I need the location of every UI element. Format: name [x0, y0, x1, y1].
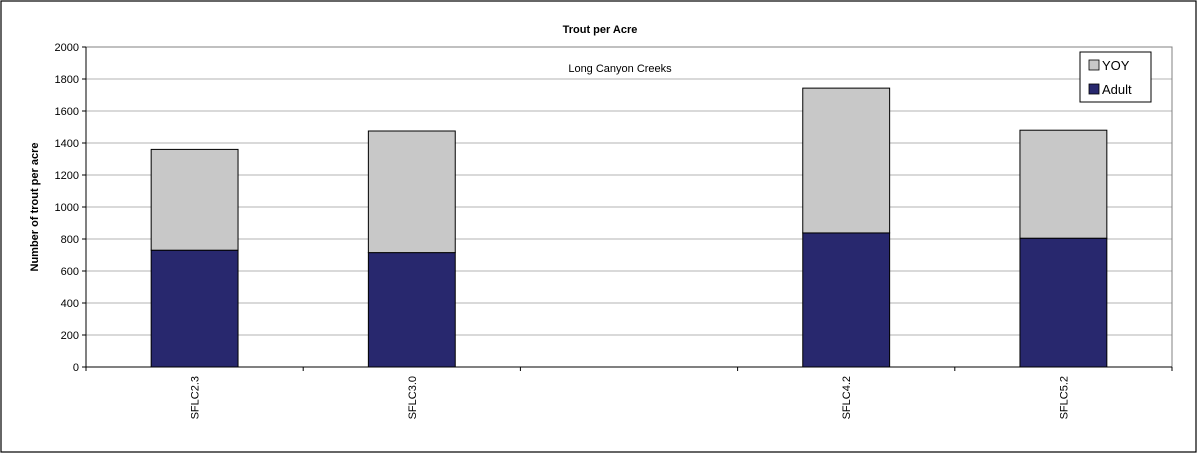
- x-tick-label: SFLC3.0: [407, 376, 419, 419]
- bar-adult-sflc4-2: [802, 232, 891, 368]
- x-tick-label: SFLC5.2: [1058, 376, 1070, 419]
- y-tick-label: 200: [61, 330, 79, 342]
- y-tick-label: 1800: [55, 74, 79, 86]
- y-axis-label: Number of trout per acre: [29, 143, 41, 272]
- legend-swatch-adult: [1088, 83, 1100, 95]
- y-tick-label: 1200: [55, 170, 79, 182]
- bar-yoy-sflc4-2: [802, 87, 891, 234]
- x-tick-label: SFLC2.3: [190, 376, 202, 419]
- bar-adult-sflc2-3: [150, 249, 239, 368]
- bar-adult-sflc3-0: [367, 252, 456, 368]
- chart-title: Trout per Acre: [563, 24, 638, 36]
- y-tick-label: 1000: [55, 202, 79, 214]
- bar-yoy-sflc5-2: [1019, 129, 1108, 239]
- y-tick-label: 1400: [55, 138, 79, 150]
- legend-label-yoy: YOY: [1102, 58, 1130, 73]
- legend: YOY Adult: [1079, 51, 1152, 103]
- bar-adult-sflc5-2: [1019, 237, 1108, 368]
- plot-area: 0 200 400 600 800 1000 1200 1400 1600 1800 2000 SF…: [55, 42, 1173, 419]
- y-axis-ticks: 0 200 400 600 800 1000 1200 1400 1600 1800 2000: [55, 42, 86, 374]
- chart-subtitle: Long Canyon Creeks: [568, 63, 672, 75]
- gridlines: [86, 78, 1172, 336]
- x-axis-ticks: SFLC2.3 SFLC3.0 SFLC4.2 SFLC5.2: [85, 367, 1173, 419]
- legend-swatch-yoy: [1088, 59, 1100, 71]
- x-tick-label: SFLC4.2: [841, 376, 853, 419]
- legend-label-adult: Adult: [1102, 82, 1132, 97]
- y-tick-label: 600: [61, 266, 79, 278]
- bar-yoy-sflc2-3: [150, 148, 239, 251]
- y-tick-label: 400: [61, 298, 79, 310]
- bar-yoy-sflc3-0: [367, 130, 456, 254]
- y-tick-label: 800: [61, 234, 79, 246]
- y-tick-label: 1600: [55, 106, 79, 118]
- y-tick-label: 2000: [55, 42, 79, 54]
- bars: [150, 87, 1108, 368]
- y-tick-label: 0: [73, 362, 79, 374]
